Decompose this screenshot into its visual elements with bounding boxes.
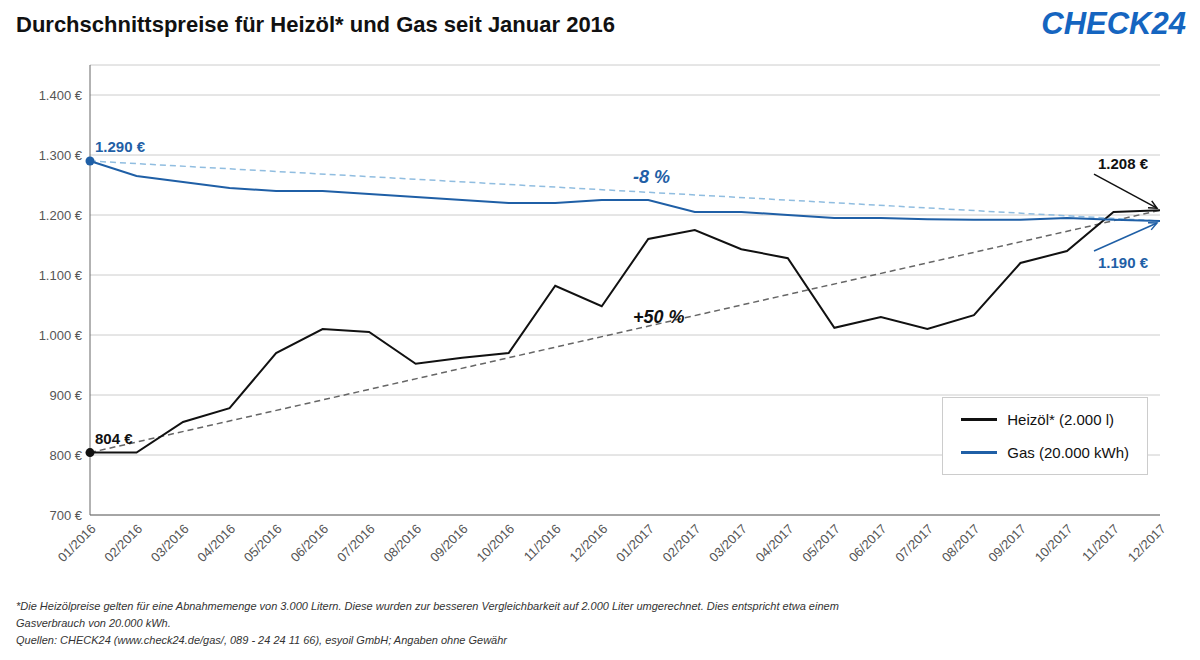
svg-text:03/2016: 03/2016 <box>148 521 192 565</box>
svg-text:10/2017: 10/2017 <box>1032 521 1076 565</box>
svg-text:11/2017: 11/2017 <box>1079 521 1122 564</box>
svg-text:900 €: 900 € <box>49 388 82 403</box>
html-text:*Die Heizölpreise gelten für e: *Die Heizölpreise gelten für eine Abnahm… <box>16 600 839 612</box>
svg-text:04/2017: 04/2017 <box>753 521 797 565</box>
svg-text:06/2016: 06/2016 <box>287 521 331 565</box>
svg-text:1.200 €: 1.200 € <box>39 208 83 223</box>
svg-text:12/2016: 12/2016 <box>567 521 611 565</box>
svg-text:02/2016: 02/2016 <box>101 521 145 565</box>
svg-text:1.190 €: 1.190 € <box>1098 254 1149 271</box>
svg-text:02/2017: 02/2017 <box>660 521 704 565</box>
svg-text:1.000 €: 1.000 € <box>39 328 83 343</box>
svg-text:1.300 €: 1.300 € <box>39 148 83 163</box>
svg-text:11/2016: 11/2016 <box>521 521 564 564</box>
svg-text:12/2017: 12/2017 <box>1125 521 1169 565</box>
svg-text:01/2017: 01/2017 <box>613 521 657 565</box>
svg-text:09/2017: 09/2017 <box>985 521 1029 565</box>
svg-text:08/2017: 08/2017 <box>939 521 983 565</box>
svg-text:10/2016: 10/2016 <box>474 521 518 565</box>
svg-text:07/2017: 07/2017 <box>892 521 936 565</box>
svg-text:804 €: 804 € <box>95 430 133 447</box>
html-text:Durchschnittspreise für Heizöl: Durchschnittspreise für Heizöl* und Gas … <box>16 12 616 37</box>
html-text:CHECK24: CHECK24 <box>1041 6 1186 41</box>
svg-text:06/2017: 06/2017 <box>846 521 890 565</box>
svg-text:08/2016: 08/2016 <box>380 521 424 565</box>
svg-text:07/2016: 07/2016 <box>334 521 378 565</box>
svg-text:-8 %: -8 % <box>633 167 670 187</box>
svg-text:700 €: 700 € <box>49 508 82 523</box>
svg-text:04/2016: 04/2016 <box>194 521 238 565</box>
svg-text:1.208 €: 1.208 € <box>1098 155 1149 172</box>
svg-text:05/2016: 05/2016 <box>241 521 285 565</box>
svg-text:+50 %: +50 % <box>633 307 685 327</box>
svg-text:09/2016: 09/2016 <box>427 521 471 565</box>
html-text:Gasverbrauch von 20.000 kWh.: Gasverbrauch von 20.000 kWh. <box>16 617 171 629</box>
svg-text:1.290 €: 1.290 € <box>95 138 146 155</box>
svg-text:1.100 €: 1.100 € <box>39 268 83 283</box>
svg-text:01/2016: 01/2016 <box>55 521 99 565</box>
svg-text:05/2017: 05/2017 <box>799 521 843 565</box>
svg-text:03/2017: 03/2017 <box>706 521 750 565</box>
html-text:Quellen: CHECK24 (www.check24.: Quellen: CHECK24 (www.check24.de/gas/, 0… <box>16 634 507 646</box>
svg-text:1.400 €: 1.400 € <box>39 88 83 103</box>
html-text:Gas (20.000 kWh): Gas (20.000 kWh) <box>1007 444 1129 461</box>
html-text:Heizöl* (2.000 l): Heizöl* (2.000 l) <box>1007 411 1114 428</box>
svg-text:800 €: 800 € <box>49 448 82 463</box>
